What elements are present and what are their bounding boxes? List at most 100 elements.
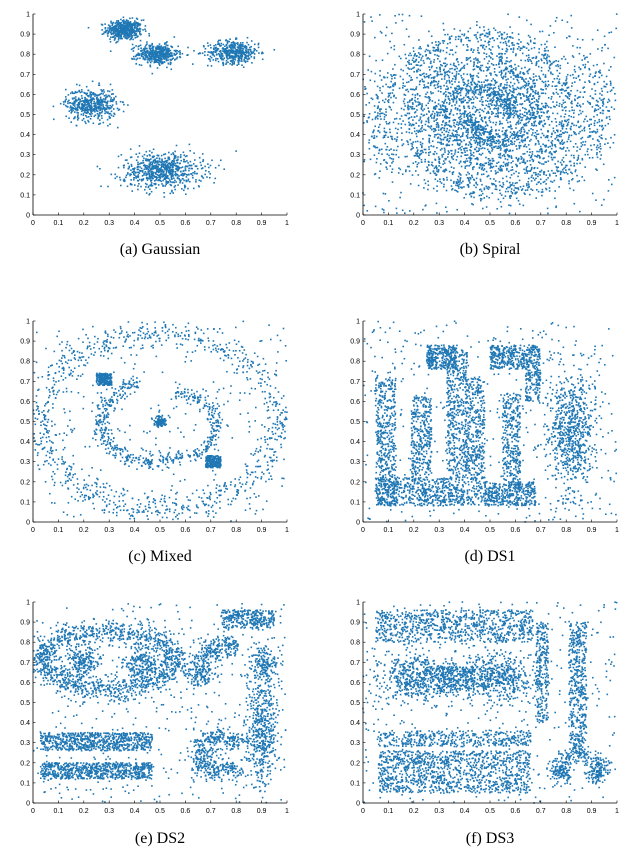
data-point <box>458 85 460 87</box>
data-point <box>149 193 151 195</box>
data-point <box>491 113 493 115</box>
data-point <box>173 164 176 167</box>
data-point <box>130 179 132 181</box>
data-point <box>232 51 234 53</box>
data-point <box>113 33 115 35</box>
data-point <box>439 108 441 111</box>
data-point <box>484 79 487 81</box>
data-point <box>514 187 516 189</box>
data-point <box>114 177 117 180</box>
data-point <box>182 170 185 172</box>
data-point <box>378 131 381 134</box>
data-point <box>207 51 210 53</box>
data-point <box>166 161 168 164</box>
data-point <box>102 106 105 108</box>
data-point <box>443 133 445 136</box>
data-point <box>512 113 514 116</box>
data-point <box>386 76 389 79</box>
data-point <box>139 28 142 30</box>
data-point <box>134 37 137 39</box>
data-point <box>180 159 182 162</box>
data-point <box>512 160 514 163</box>
data-point <box>562 168 564 171</box>
data-point <box>194 159 196 161</box>
data-point <box>491 91 493 94</box>
data-point <box>566 81 568 84</box>
data-point <box>413 60 415 63</box>
data-point <box>136 179 139 182</box>
data-point <box>98 115 101 117</box>
data-point <box>436 118 438 120</box>
data-point <box>363 159 366 161</box>
data-point <box>562 82 565 84</box>
data-point <box>487 67 489 69</box>
data-point <box>138 183 140 185</box>
data-point <box>508 92 511 94</box>
data-point <box>498 92 500 95</box>
data-point <box>234 54 237 56</box>
data-point <box>102 108 105 110</box>
data-point <box>501 53 503 55</box>
data-point <box>95 109 97 111</box>
data-point <box>145 159 147 162</box>
data-point <box>149 48 152 51</box>
data-point <box>234 51 237 53</box>
data-point <box>510 64 512 67</box>
data-point <box>187 46 189 49</box>
data-point <box>95 98 98 100</box>
data-point <box>84 101 86 104</box>
data-point <box>453 92 455 95</box>
data-point <box>240 54 242 57</box>
data-point <box>503 38 506 40</box>
data-point <box>573 112 575 114</box>
data-point <box>516 104 519 106</box>
data-point <box>124 159 127 161</box>
data-point <box>103 107 106 109</box>
data-point <box>458 91 461 94</box>
data-point <box>374 111 376 113</box>
data-point <box>596 148 598 151</box>
data-point <box>516 165 518 168</box>
data-point <box>166 51 169 53</box>
data-point <box>531 62 533 65</box>
data-point <box>76 91 79 94</box>
data-point <box>470 157 473 160</box>
data-point <box>158 58 160 60</box>
data-point <box>420 47 422 50</box>
data-point <box>155 46 157 49</box>
data-point <box>146 41 148 43</box>
data-point <box>519 115 521 118</box>
data-point <box>481 166 484 169</box>
data-point <box>434 150 436 153</box>
data-point <box>108 107 111 109</box>
data-point <box>466 164 468 167</box>
data-point <box>392 158 395 160</box>
data-point <box>454 130 457 132</box>
data-point <box>209 55 212 58</box>
data-point <box>480 81 483 84</box>
data-point <box>140 170 142 172</box>
data-point <box>550 62 553 65</box>
y-tick-label: 0.3 <box>20 152 30 159</box>
data-point <box>248 57 251 60</box>
data-point <box>517 73 519 76</box>
data-point <box>154 159 157 162</box>
data-point <box>481 119 483 122</box>
data-point <box>524 59 527 62</box>
data-point <box>555 91 558 94</box>
data-point <box>167 59 169 61</box>
data-point <box>481 84 483 86</box>
data-point <box>469 118 472 120</box>
data-point <box>189 164 191 167</box>
data-point <box>492 88 494 90</box>
data-point <box>483 48 486 51</box>
data-point <box>490 170 492 172</box>
data-point <box>184 160 187 163</box>
data-point <box>86 108 88 111</box>
data-point <box>117 23 120 25</box>
data-point <box>137 176 139 179</box>
data-point <box>80 113 83 116</box>
data-point <box>583 129 586 132</box>
data-point <box>494 82 497 85</box>
data-point <box>117 25 120 28</box>
